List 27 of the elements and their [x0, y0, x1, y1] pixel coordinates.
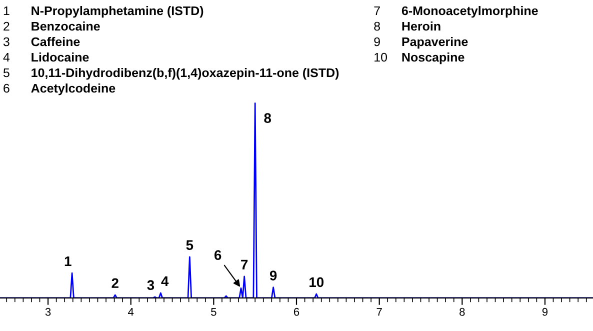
annotation: 6	[214, 250, 222, 260]
text: 5 10,11-Dihydrodibenz(b,f)(1,4)oxazepin-11-one (ISTD)	[3, 68, 339, 80]
text: 4 Lidocaine	[3, 52, 89, 62]
x-tick-label: 4	[128, 308, 134, 316]
annotation: 9	[270, 270, 277, 280]
annotation: 2	[112, 278, 118, 288]
text: 10 Noscapine	[374, 52, 464, 64]
text: 8 Heroin	[374, 22, 440, 31]
annotation: 10	[310, 277, 324, 288]
text: 2 Benzocaine	[4, 22, 100, 31]
annotation: 7	[241, 260, 248, 270]
x-tick-label: 9	[542, 308, 548, 316]
x-tick-label: 3	[45, 308, 51, 316]
x-tick-label: 8	[460, 308, 465, 316]
annotation: 4	[161, 276, 169, 286]
annotation: 5	[186, 240, 194, 250]
x-tick-label: 5	[211, 308, 216, 316]
text: 3 Caffeine	[3, 37, 80, 46]
text: 7 6-Monoacetylmorphine	[374, 6, 538, 18]
annotation: 3	[147, 280, 154, 290]
x-tick-label: 6	[294, 308, 300, 316]
annotation: 1	[64, 256, 72, 266]
x-tick-label: 7	[376, 308, 382, 316]
annotation: 8	[264, 113, 272, 124]
text: 1 N-Propylamphetamine (ISTD)	[4, 6, 204, 18]
text: 9 Papaverine	[374, 37, 468, 49]
text: 6 Acetylcodeine	[4, 84, 116, 96]
